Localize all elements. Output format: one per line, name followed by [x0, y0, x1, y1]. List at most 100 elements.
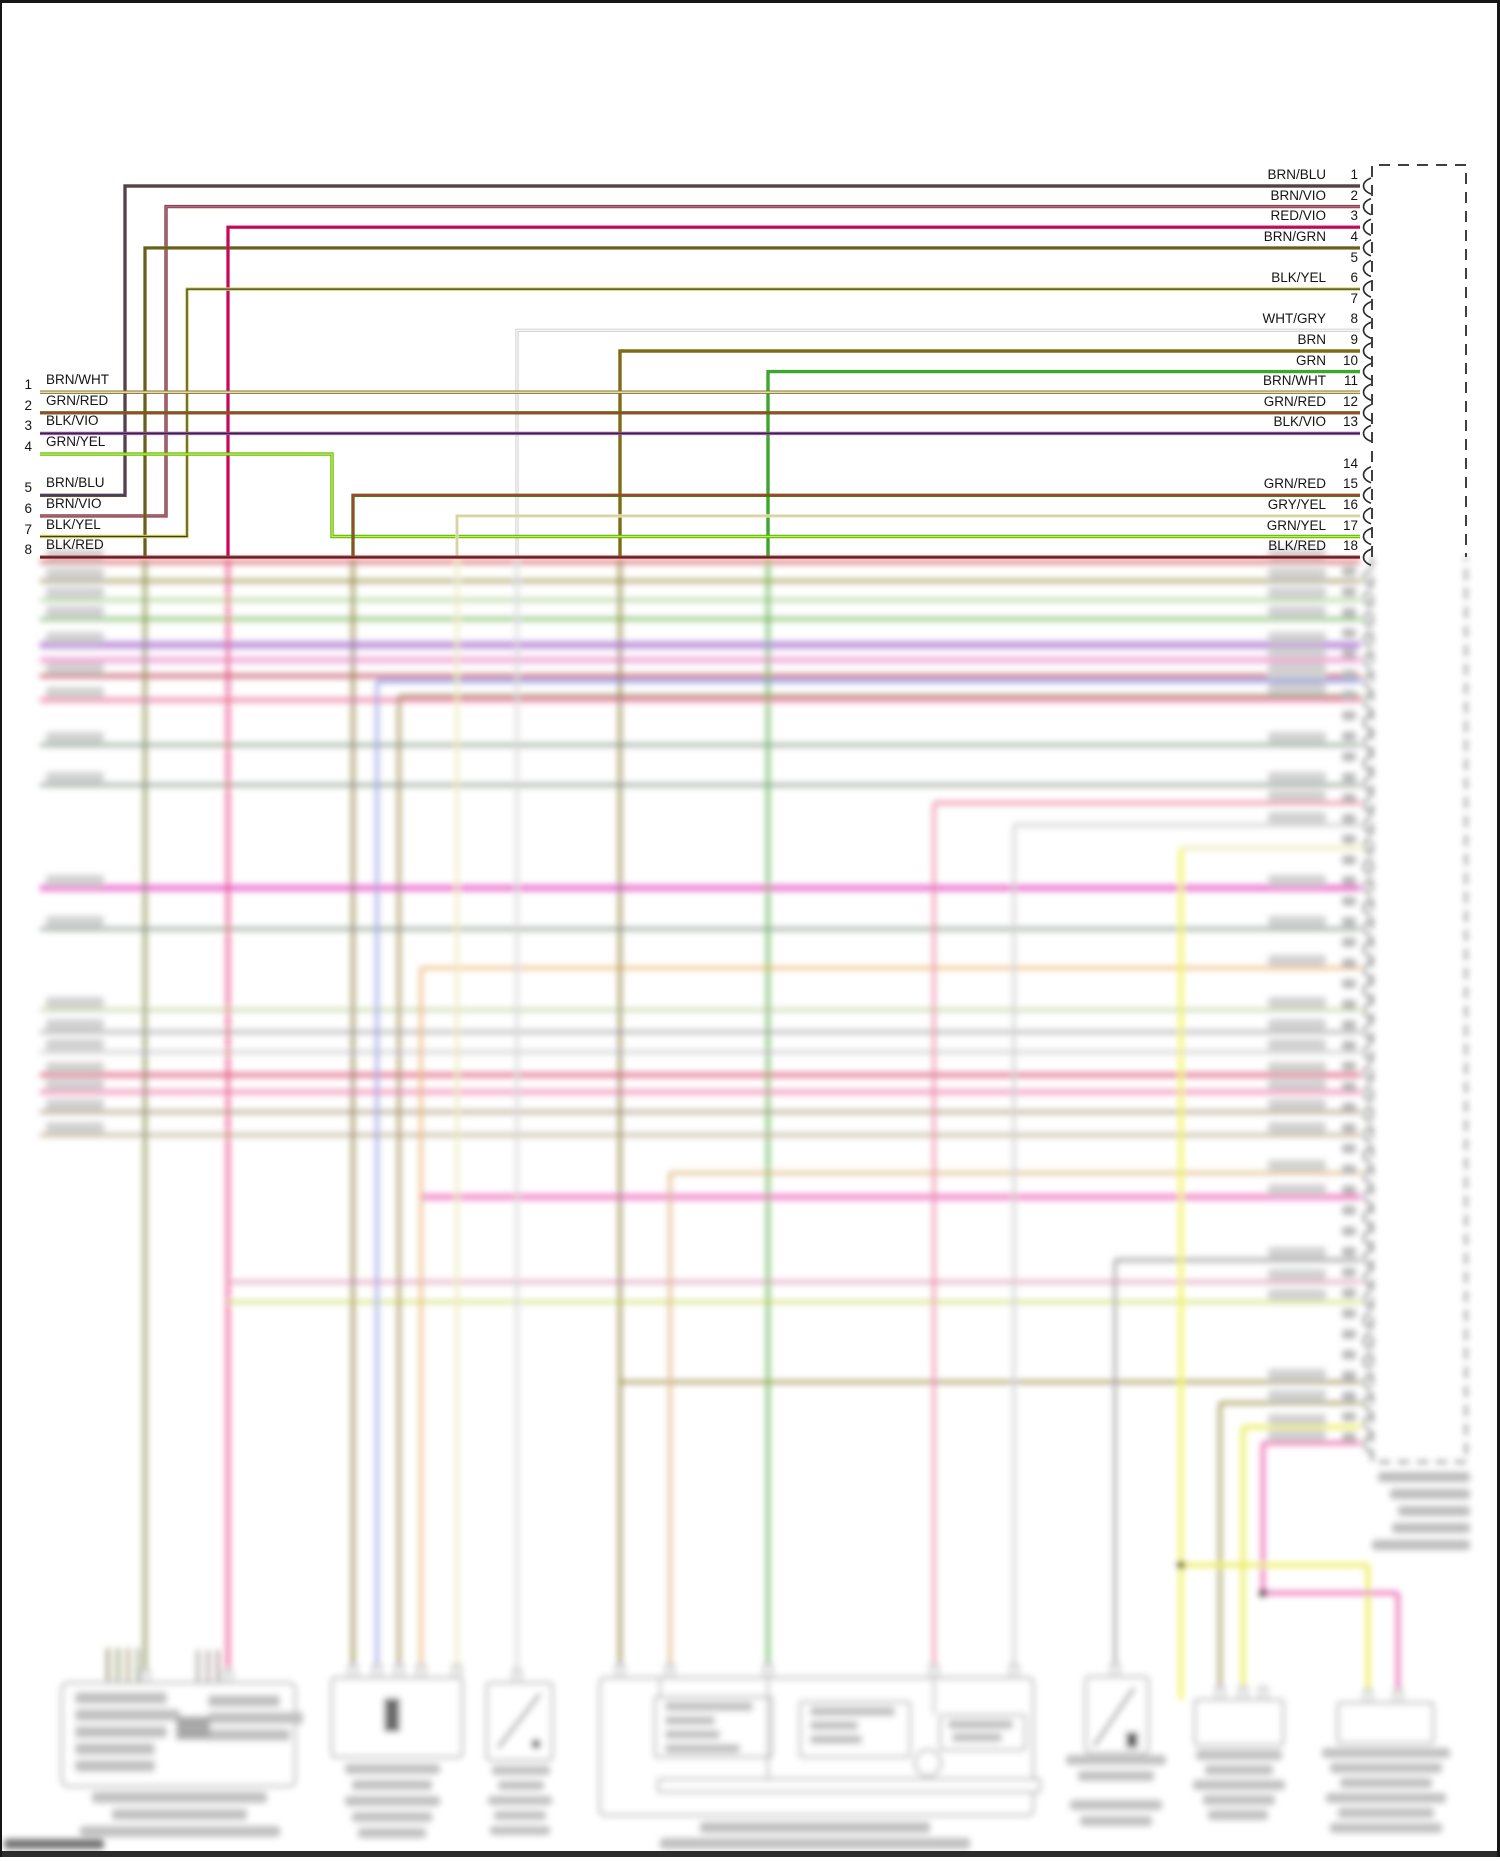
blurred-right-label	[1268, 1039, 1326, 1050]
right-pin-number: 16	[1342, 496, 1358, 512]
blurred-right-label	[1268, 1289, 1326, 1300]
pin-bracket	[1362, 795, 1372, 814]
blurred-text-blob	[208, 1695, 280, 1707]
blurred-pin-number	[1342, 999, 1356, 1009]
left-pin-wire-label: BLK/RED	[46, 537, 104, 553]
blurred-connector-icon	[176, 1716, 210, 1740]
pin-bracket	[1362, 1435, 1372, 1453]
blurred-pin-tick	[452, 1664, 462, 1679]
blurred-left-label	[46, 663, 104, 674]
left-pin-number: 6	[24, 500, 32, 516]
blurred-text-blob	[665, 1730, 720, 1739]
pin-bracket	[1362, 1249, 1372, 1267]
blurred-pin-number	[1342, 937, 1356, 947]
left-pin-number: 4	[24, 439, 32, 455]
right-pin-number: 14	[1342, 455, 1358, 471]
pin-bracket	[1362, 259, 1372, 278]
pin-bracket	[1362, 692, 1372, 711]
pin-bracket	[1362, 816, 1372, 834]
right-pin-wire-label: BRN/GRN	[1263, 228, 1326, 244]
pin-bracket	[1362, 919, 1372, 938]
blurred-connector-caption	[1392, 1523, 1470, 1533]
right-pin-number: 13	[1342, 414, 1358, 430]
right-pin-wire-label: GRN/YEL	[1266, 517, 1326, 533]
blurred-text-blob	[208, 1729, 290, 1741]
pin-bracket	[1362, 404, 1372, 422]
blurred-text-blob	[492, 1766, 550, 1775]
blurred-left-label	[46, 772, 104, 783]
pin-bracket	[1362, 733, 1372, 752]
pin-bracket	[1362, 651, 1372, 670]
blurred-pin-tick	[372, 1664, 382, 1679]
pin-bracket	[1362, 1311, 1372, 1329]
blurred-text-blob	[948, 1720, 1013, 1729]
blurred-pin-tick	[1110, 1663, 1120, 1678]
blurred-text-blob	[952, 1733, 1002, 1742]
blurred-resistor-icon	[384, 1698, 400, 1732]
blurred-text-blob	[1208, 1810, 1268, 1820]
right-pin-wire-label: BLK/VIO	[1273, 414, 1326, 430]
blurred-text-blob	[75, 1726, 167, 1738]
blurred-pin-number	[1342, 752, 1356, 762]
pin-bracket	[1362, 300, 1372, 319]
blurred-text-blob	[1193, 1780, 1285, 1790]
blurred-text-blob	[665, 1702, 753, 1711]
right-pin-wire-label: WHT/GRY	[1262, 311, 1327, 327]
pin-bracket	[1362, 1167, 1372, 1185]
blurred-left-label	[46, 732, 104, 743]
pin-bracket	[1362, 1208, 1372, 1226]
blurred-right-label	[1268, 683, 1326, 694]
blurred-right-label	[1268, 916, 1326, 927]
blurred-text-blob	[1330, 1763, 1442, 1773]
left-pin-number: 3	[24, 418, 32, 434]
blurred-text-blob	[352, 1812, 432, 1822]
pin-bracket	[1362, 1331, 1372, 1350]
blurred-pin-number	[1342, 1082, 1356, 1092]
wire-grn-red	[351, 493, 1360, 558]
right-pin-wire-label: BRN/VIO	[1270, 187, 1326, 203]
right-pin-number: 5	[1350, 249, 1358, 265]
blurred-text-blob	[208, 1712, 303, 1724]
blurred-right-label	[1268, 1369, 1326, 1380]
pin-bracket	[1362, 1002, 1372, 1020]
blurred-pin-number	[1342, 1164, 1356, 1174]
blurred-right-label	[1268, 790, 1326, 801]
right-pin-wire-label: GRN/RED	[1263, 476, 1326, 492]
blurred-text-blob	[1338, 1808, 1434, 1818]
blurred-switch-icon	[1092, 1687, 1136, 1747]
blurred-text-blob	[1078, 1771, 1154, 1781]
blurred-right-label	[1268, 606, 1326, 617]
blurred-text-blob	[345, 1796, 440, 1806]
right-pin-wire-label: GRN/RED	[1263, 393, 1326, 409]
blurred-left-label	[46, 1062, 104, 1073]
blurred-text-blob	[75, 1743, 155, 1755]
blurred-left-label	[46, 687, 104, 698]
blurred-pin-number	[1342, 649, 1356, 659]
blurred-text-blob	[1340, 1778, 1432, 1788]
pin-bracket	[1362, 775, 1372, 793]
blurred-left-label	[46, 1099, 104, 1110]
right-pin-wire-label: BRN/WHT	[1263, 373, 1326, 389]
right-pin-number: 10	[1342, 352, 1358, 368]
blurred-right-label	[1268, 587, 1326, 598]
blurred-text-blob	[75, 1709, 180, 1721]
blurred-text-blob	[80, 1826, 280, 1837]
blurred-pin-number	[1342, 1226, 1356, 1236]
pin-bracket	[1362, 1187, 1372, 1206]
blurred-switch-contact	[1126, 1732, 1138, 1748]
right-pin-wire-label: GRY/YEL	[1267, 496, 1326, 512]
blurred-pin-number	[1342, 1288, 1356, 1298]
blurred-pin-number	[1342, 1247, 1356, 1257]
left-pin-number: 7	[24, 521, 32, 537]
blurred-pin-number	[1342, 1350, 1356, 1360]
blurred-switch-icon	[496, 1693, 542, 1749]
wire-brn-vio	[40, 204, 1360, 518]
right-pin-number: 11	[1343, 373, 1358, 389]
blurred-lower-diagram	[4, 549, 1470, 1849]
wire-brn-grn	[143, 246, 1360, 558]
blurred-pin-number	[1342, 1020, 1356, 1030]
left-pin-wire-label: GRN/RED	[46, 392, 109, 408]
blurred-pin-number	[1342, 731, 1356, 741]
